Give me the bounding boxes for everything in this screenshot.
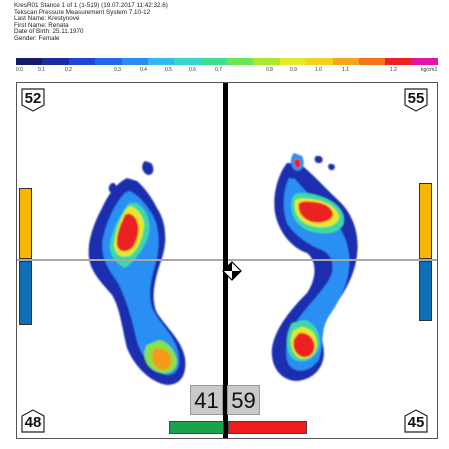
scale-label: 0.3: [114, 67, 121, 73]
right-anterior-bar: [419, 183, 432, 259]
scale-segment: [42, 58, 69, 65]
scale-label: 0.4: [140, 67, 147, 73]
vertical-divider: [223, 83, 228, 438]
quadrant-bottom-left-value: 48: [24, 414, 42, 431]
scale-segment: [227, 58, 254, 65]
scale-label: 1.0: [315, 67, 322, 73]
scale-label: 0.9: [290, 67, 297, 73]
scale-segment: [385, 58, 412, 65]
center-of-pressure-icon[interactable]: [222, 261, 242, 281]
foot-pressure-map: [88, 153, 358, 385]
pressure-scale-labels: 0.0 0.1 0.2 0.3 0.4 0.5 0.6 0.7 0.8 0.9 1.0 1.1 1.2 k…: [16, 67, 438, 75]
right-foot-percent: 59: [227, 385, 260, 415]
scale-segment: [411, 58, 438, 65]
scale-label: 0.8: [266, 67, 273, 73]
scale-segment: [68, 58, 96, 65]
scale-segment: [332, 58, 359, 65]
gender: Gender: Female: [14, 34, 60, 42]
left-anterior-bar: [19, 188, 32, 259]
quadrant-bottom-right: 45: [404, 409, 428, 433]
scale-label: 0.5: [165, 67, 172, 73]
scale-label: 0.6: [189, 67, 196, 73]
scale-label: 1.1: [342, 67, 349, 73]
left-balance-bar: [169, 421, 224, 434]
scale-label: 1.2: [390, 67, 397, 73]
scale-segment: [306, 58, 333, 65]
first-name: First Name: Renata: [14, 21, 69, 29]
quadrant-top-left: 52: [21, 88, 45, 112]
pressure-color-scale: [16, 58, 438, 65]
right-balance-bar: [228, 421, 307, 434]
last-name: Last Name: Krestynové: [14, 15, 80, 23]
scale-segment: [200, 58, 227, 65]
scale-label: 0.1: [38, 67, 45, 73]
quadrant-top-right-value: 55: [407, 90, 425, 107]
scale-segment: [121, 58, 148, 65]
date-of-birth: Date of Birth: 25.11.1970: [14, 28, 84, 36]
quadrant-bottom-right-value: 45: [407, 414, 425, 431]
right-foot-pressure: [271, 153, 358, 381]
left-foot-percent: 41: [190, 385, 223, 415]
quadrant-bottom-left: 48: [21, 409, 45, 433]
scale-segment: [95, 58, 122, 65]
scale-label: 0.7: [215, 67, 222, 73]
right-posterior-bar: [419, 261, 432, 321]
scale-segment: [253, 58, 280, 65]
scale-segment: [174, 58, 201, 65]
scale-label: kg/cm2: [421, 67, 438, 73]
scale-label: 0.0: [16, 67, 23, 73]
left-foot-pressure: [88, 161, 186, 385]
quadrant-top-left-value: 52: [24, 90, 42, 107]
system-name: Tekscan Pressure Measurement System 7.10…: [14, 8, 151, 16]
scale-segment: [147, 58, 175, 65]
scale-segment: [358, 58, 386, 65]
recording-title: KresR01 Stance 1 of 1 (1-519) (19.07.201…: [14, 2, 168, 9]
quadrant-top-right: 55: [404, 88, 428, 112]
recording-info: KresR01 Stance 1 of 1 (1-519) (19.07.201…: [14, 2, 168, 43]
pressure-map-panel[interactable]: 52 55 48 45 41 59: [16, 82, 438, 439]
scale-label: 0.2: [65, 67, 72, 73]
scale-segment: [16, 58, 43, 65]
left-posterior-bar: [19, 261, 32, 325]
scale-segment: [279, 58, 307, 65]
